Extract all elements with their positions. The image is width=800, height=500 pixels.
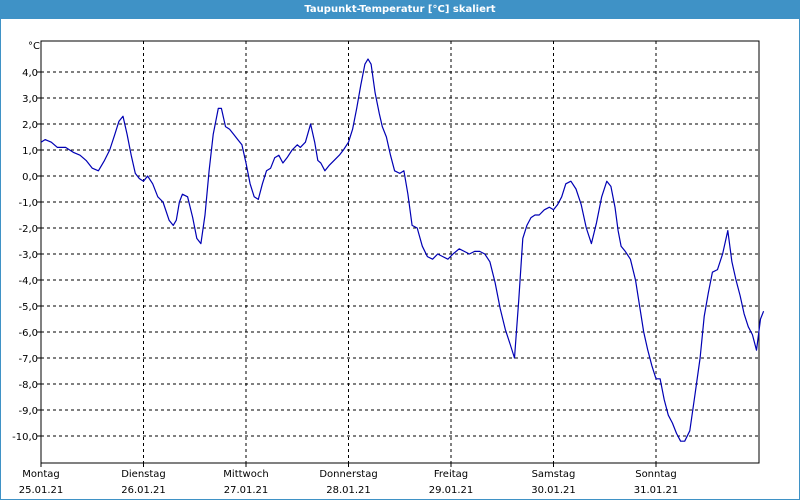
y-tick-label: 3,0 — [22, 94, 38, 105]
x-tick-day-label: Sonntag — [635, 469, 677, 480]
y-tick-label: 2,0 — [22, 120, 38, 131]
chart-title: Taupunkt-Temperatur [°C] skaliert — [1, 1, 799, 19]
x-tick-date-label: 31.01.21 — [634, 485, 679, 496]
x-tick-day-label: Montag — [22, 469, 59, 480]
x-tick-date-label: 27.01.21 — [224, 485, 269, 496]
x-tick-day-label: Freitag — [434, 469, 468, 480]
y-tick-label: -3,0 — [18, 250, 38, 261]
y-tick-label: -6,0 — [18, 328, 38, 339]
y-tick-label: -8,0 — [18, 380, 38, 391]
series-line — [40, 58, 765, 442]
plot-border — [40, 40, 760, 464]
y-tick-label: -7,0 — [18, 354, 38, 365]
grid — [41, 41, 759, 463]
y-axis-ticks: 4,0 3,0 2,0 1,0 0,0 -1,0 -2,0 -3,0 -4,0 -5,0 -6,0 -… — [12, 68, 41, 443]
y-tick-label: 4,0 — [22, 68, 38, 79]
x-tick-date-label: 25.01.21 — [19, 485, 64, 496]
x-tick-day-label: Dienstag — [121, 469, 166, 480]
y-axis-unit: °C — [28, 41, 40, 52]
y-tick-label: -9,0 — [18, 406, 38, 417]
y-tick-label: 1,0 — [22, 146, 38, 157]
series-layer — [40, 58, 765, 442]
y-tick-label: -10,0 — [12, 432, 38, 443]
x-tick-day-label: Mittwoch — [223, 469, 268, 480]
x-tick-date-label: 30.01.21 — [531, 485, 576, 496]
x-tick-day-label: Samstag — [532, 469, 576, 480]
x-axis-ticks: Montag 25.01.21 Dienstag 26.01.21 Mittwoch 27… — [19, 463, 679, 496]
y-tick-label: -2,0 — [18, 224, 38, 235]
x-tick-date-label: 29.01.21 — [429, 485, 474, 496]
y-tick-label: 0,0 — [22, 172, 38, 183]
y-tick-label: -5,0 — [18, 302, 38, 313]
x-tick-date-label: 28.01.21 — [326, 485, 371, 496]
y-tick-label: -1,0 — [18, 198, 38, 209]
x-tick-date-label: 26.01.21 — [121, 485, 166, 496]
x-tick-day-label: Donnerstag — [319, 469, 377, 480]
y-tick-label: -4,0 — [18, 276, 38, 287]
